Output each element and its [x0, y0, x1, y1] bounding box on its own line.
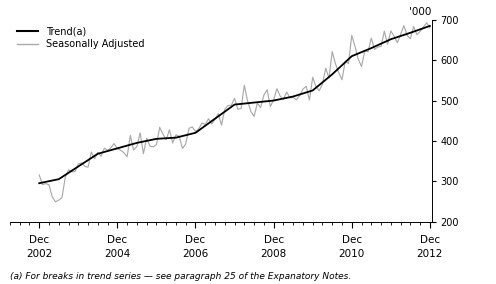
Text: 2002: 2002 [26, 249, 53, 259]
Text: Dec: Dec [186, 235, 205, 245]
Text: 2004: 2004 [104, 249, 130, 259]
Text: (a) For breaks in trend series — see paragraph 25 of the Expanatory Notes.: (a) For breaks in trend series — see par… [10, 272, 351, 281]
Text: Dec: Dec [263, 235, 284, 245]
Text: 2012: 2012 [417, 249, 443, 259]
Text: 2010: 2010 [339, 249, 365, 259]
Text: 2006: 2006 [183, 249, 209, 259]
Text: Dec: Dec [29, 235, 49, 245]
Text: Dec: Dec [342, 235, 362, 245]
Text: Dec: Dec [107, 235, 127, 245]
Legend: Trend(a), Seasonally Adjusted: Trend(a), Seasonally Adjusted [15, 25, 146, 51]
Text: 2008: 2008 [260, 249, 287, 259]
Text: Dec: Dec [420, 235, 440, 245]
Text: '000: '000 [409, 7, 432, 17]
